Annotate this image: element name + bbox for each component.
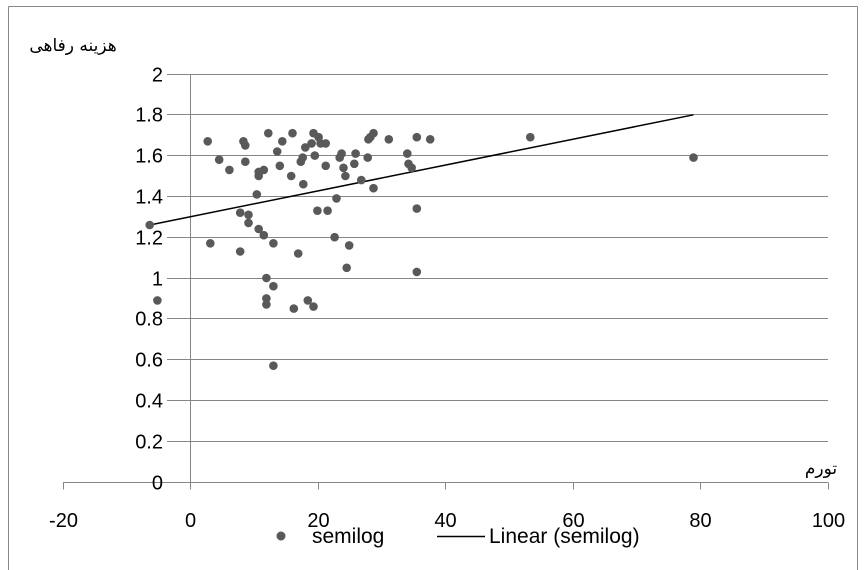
data-point [241, 157, 250, 166]
data-point [145, 220, 154, 230]
legend-label-linear: Linear (semilog) [489, 525, 640, 548]
data-point [526, 132, 535, 142]
y-tick-label: 1 [152, 269, 163, 291]
data-point [235, 247, 245, 256]
data-point [252, 190, 262, 199]
data-point [412, 267, 422, 277]
data-point [321, 139, 331, 148]
y-tick-label: 2 [152, 65, 163, 87]
data-point [259, 165, 269, 175]
data-point [289, 304, 299, 313]
y-tick-label: 1.6 [135, 146, 163, 168]
data-point [301, 143, 310, 152]
data-point [344, 241, 354, 250]
data-point [369, 128, 378, 138]
data-point [235, 208, 245, 217]
x-tick-labels: -20 0 20 40 60 80 100 [49, 510, 845, 532]
data-point [241, 141, 250, 150]
legend: semilog Linear (semilog) [276, 525, 640, 548]
y-tick-label: 0.8 [135, 309, 163, 331]
x-tick-label: 0 [185, 510, 196, 532]
data-point [262, 294, 271, 303]
x-tick-label: 40 [434, 510, 456, 532]
data-point [206, 239, 215, 248]
legend-label-semilog: semilog [312, 525, 384, 548]
data-point [384, 135, 394, 144]
y-tick-label: 1.4 [135, 187, 163, 209]
data-point [330, 232, 339, 242]
data-point [259, 230, 269, 240]
data-point [244, 218, 253, 228]
data-point [278, 137, 287, 146]
data-point [369, 183, 378, 193]
data-point [203, 137, 212, 146]
legend-marker-dot [276, 531, 286, 541]
trendline-layer [149, 114, 694, 226]
data-point [254, 171, 263, 181]
data-point [269, 281, 278, 291]
x-tick-label: -20 [49, 510, 78, 532]
data-point [309, 302, 318, 311]
data-point [412, 204, 422, 213]
data-point [350, 159, 359, 169]
data-point [153, 296, 162, 305]
y-tick-label: 1.2 [135, 228, 163, 250]
data-point [425, 135, 435, 144]
y-axis-title: هزینه رفاهی [29, 36, 116, 56]
data-point [332, 194, 341, 203]
data-point [262, 273, 271, 283]
data-point [321, 161, 331, 171]
data-point [403, 149, 412, 158]
x-axis-title: تورم [805, 459, 838, 479]
data-point [357, 175, 366, 185]
data-point [323, 206, 332, 215]
data-point [339, 163, 348, 173]
data-point [244, 210, 253, 220]
data-point [310, 151, 320, 160]
data-point [262, 300, 271, 309]
data-point [272, 147, 282, 156]
data-point [307, 139, 316, 148]
data-point [269, 361, 278, 371]
legend-item-semilog: semilog [276, 525, 384, 548]
data-point [264, 128, 273, 138]
x-tick-label: 100 [812, 510, 845, 532]
data-point [363, 153, 373, 162]
data-point [286, 171, 296, 181]
x-tick-label: 20 [307, 510, 329, 532]
data-point [288, 128, 297, 138]
y-tick-labels: 0 0.2 0.4 0.6 0.8 1 1.2 1.4 1.6 1.8 2 [135, 65, 163, 495]
y-tick-label: 0.2 [135, 432, 163, 454]
data-point [337, 149, 346, 158]
scatter-points [145, 128, 698, 371]
data-point [689, 153, 698, 162]
data-point [214, 155, 224, 164]
y-tick-label: 0 [152, 473, 163, 495]
data-point [299, 179, 308, 189]
data-point [303, 296, 313, 305]
x-tick-label: 60 [562, 510, 584, 532]
legend-item-linear-trendline: Linear (semilog) [437, 525, 640, 548]
y-tick-label: 1.8 [135, 105, 163, 127]
y-tick-label: 0.4 [135, 391, 163, 413]
data-point [351, 149, 360, 158]
data-point [254, 224, 263, 234]
chart-frame [8, 6, 858, 570]
linear-trendline [149, 114, 694, 226]
data-point [293, 249, 303, 258]
y-tick-label: 0.6 [135, 350, 163, 372]
data-point [269, 239, 278, 248]
axes [63, 74, 829, 490]
data-point [298, 153, 308, 162]
data-point [342, 263, 352, 273]
data-point [412, 132, 422, 142]
data-point [313, 206, 322, 215]
x-tick-label: 80 [689, 510, 711, 532]
data-point [225, 165, 234, 175]
data-point [275, 161, 285, 171]
data-point [407, 163, 417, 173]
data-point [341, 171, 350, 181]
